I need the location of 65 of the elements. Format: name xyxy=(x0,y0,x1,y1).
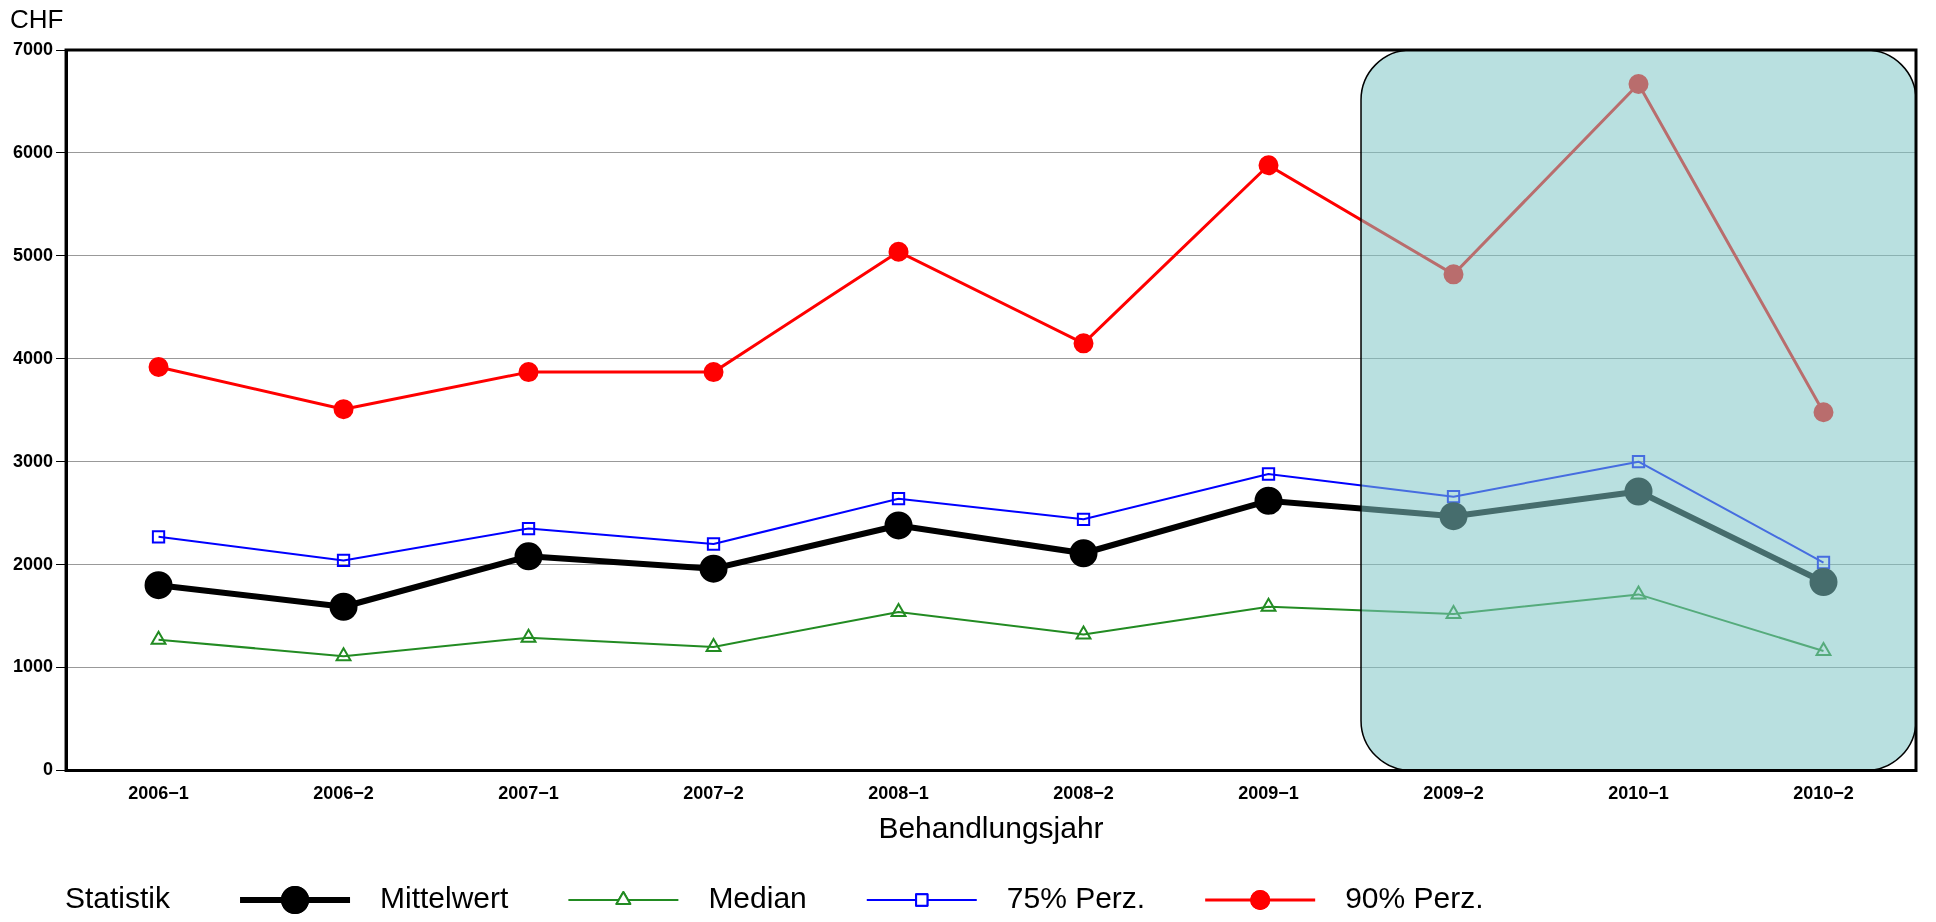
point xyxy=(706,537,721,551)
legend-label: Median xyxy=(708,881,807,915)
point xyxy=(333,399,354,420)
point xyxy=(890,602,907,617)
point xyxy=(1254,486,1283,515)
y-tick-label: 4000 xyxy=(13,347,54,368)
y-tick-label: 2000 xyxy=(13,553,54,574)
y-axis-title: CHF xyxy=(10,4,64,35)
y-tick-label: 5000 xyxy=(13,244,54,265)
point xyxy=(1075,625,1092,640)
y-tick-label: 6000 xyxy=(13,141,54,162)
point xyxy=(1439,502,1468,531)
point xyxy=(148,356,169,377)
point xyxy=(520,628,537,643)
point xyxy=(703,362,724,383)
legend-label: Mittelwert xyxy=(380,881,510,915)
point xyxy=(335,647,352,662)
point xyxy=(151,530,166,544)
point xyxy=(705,637,722,652)
point xyxy=(1076,512,1091,526)
x-axis-title: Behandlungsjahr xyxy=(878,811,1104,845)
y-tick-label: 0 xyxy=(43,759,54,780)
point xyxy=(514,542,543,571)
point xyxy=(336,553,351,568)
point xyxy=(1258,155,1279,176)
x-tick-label: 2010−2 xyxy=(1793,783,1854,804)
x-tick-label: 2007−1 xyxy=(498,783,559,804)
legend-label: 75% Perz. xyxy=(1006,881,1146,915)
point xyxy=(329,592,358,621)
x-tick-label: 2008−1 xyxy=(868,783,929,804)
point xyxy=(150,630,167,645)
point xyxy=(1445,604,1462,619)
point xyxy=(884,511,913,540)
point xyxy=(1630,585,1647,600)
point xyxy=(518,362,539,383)
x-tick-label: 2009−2 xyxy=(1423,783,1484,804)
point xyxy=(1073,333,1094,354)
point xyxy=(1443,264,1464,285)
point xyxy=(1809,568,1838,597)
point xyxy=(888,241,909,262)
point xyxy=(699,554,728,583)
point xyxy=(521,521,536,536)
point xyxy=(1446,489,1461,504)
point xyxy=(144,571,173,600)
x-tick-label: 2010−1 xyxy=(1608,783,1669,804)
legend-label: 90% Perz. xyxy=(1345,881,1484,915)
x-tick-label: 2006−2 xyxy=(313,783,374,804)
point xyxy=(891,492,906,506)
y-tick-label: 1000 xyxy=(13,656,54,677)
point xyxy=(1815,642,1832,657)
x-tick-label: 2009−1 xyxy=(1238,783,1299,804)
x-tick-label: 2006−1 xyxy=(128,783,189,804)
point xyxy=(1069,539,1098,568)
point xyxy=(1624,477,1653,506)
x-tick-label: 2007−2 xyxy=(683,783,744,804)
point xyxy=(1816,555,1831,570)
point xyxy=(1261,467,1276,481)
point xyxy=(1260,597,1277,612)
point xyxy=(1813,402,1834,423)
point xyxy=(1631,455,1646,469)
legend-title: Statistik xyxy=(65,881,172,915)
y-tick-label: 7000 xyxy=(13,38,54,59)
x-tick-label: 2008−2 xyxy=(1053,783,1114,804)
y-tick-label: 3000 xyxy=(13,450,54,471)
point xyxy=(1628,73,1649,94)
